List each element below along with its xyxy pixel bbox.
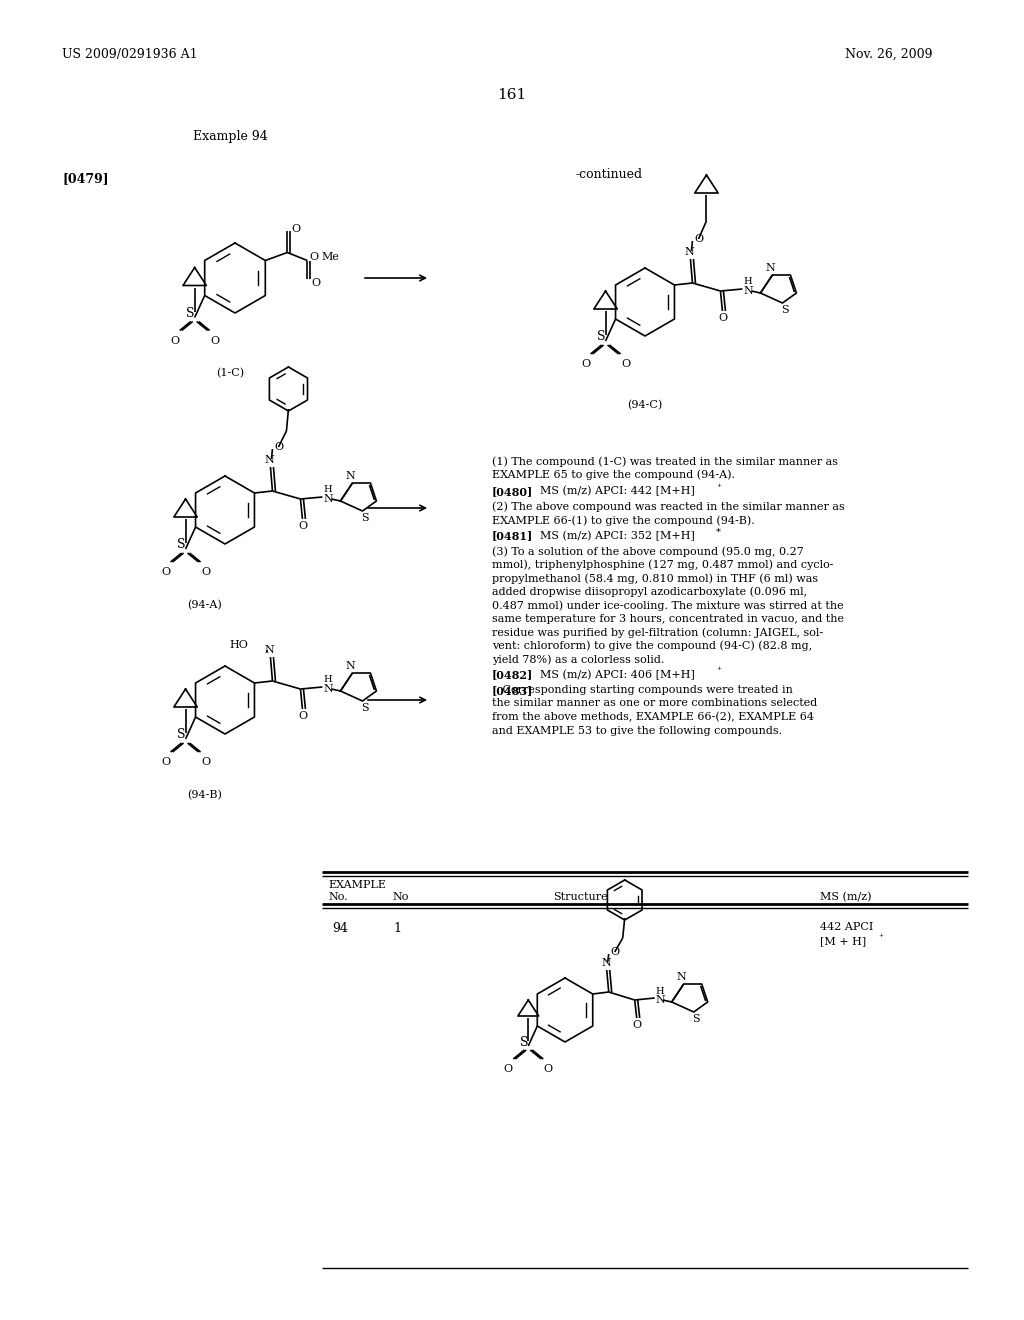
Text: O: O [201,756,210,767]
Text: S: S [360,704,369,713]
Text: 1: 1 [393,921,401,935]
Text: S: S [520,1035,528,1048]
Text: residue was purified by gel-filtration (column: JAIGEL, sol-: residue was purified by gel-filtration (… [492,627,823,638]
Text: *: * [716,528,721,536]
Text: (94-C): (94-C) [628,400,663,411]
Text: Example 94: Example 94 [193,129,267,143]
Text: No.: No. [328,892,347,902]
Text: H: H [743,276,752,285]
Text: (3) To a solution of the above compound (95.0 mg, 0.27: (3) To a solution of the above compound … [492,546,804,557]
Text: H: H [324,484,332,494]
Text: O: O [201,568,210,577]
Text: O: O [161,568,170,577]
Text: N: N [685,247,694,257]
Text: -continued: -continued [575,168,643,181]
Text: [0483]: [0483] [492,685,534,696]
Text: N: N [264,455,274,465]
Text: mmol), triphenylphosphine (127 mg, 0.487 mmol) and cyclo-: mmol), triphenylphosphine (127 mg, 0.487… [492,560,834,570]
Text: EXAMPLE 65 to give the compound (94-A).: EXAMPLE 65 to give the compound (94-A). [492,470,735,480]
Text: S: S [780,305,788,315]
Text: yield 78%) as a colorless solid.: yield 78%) as a colorless solid. [492,653,665,664]
Text: Structure: Structure [553,892,607,902]
Text: HO: HO [229,640,249,649]
Text: O: O [718,313,727,323]
Text: S: S [692,1014,699,1024]
Text: O: O [161,756,170,767]
Text: [0481]: [0481] [492,531,534,541]
Text: (1-C): (1-C) [216,368,244,379]
Text: H: H [324,675,332,684]
Text: (2) The above compound was reacted in the similar manner as: (2) The above compound was reacted in th… [492,502,845,512]
Text: O: O [694,234,703,244]
Text: 0.487 mmol) under ice-cooling. The mixture was stirred at the: 0.487 mmol) under ice-cooling. The mixtu… [492,601,844,611]
Text: [0479]: [0479] [62,172,109,185]
Text: the similar manner as one or more combinations selected: the similar manner as one or more combin… [492,698,817,709]
Text: (1) The compound (1-C) was treated in the similar manner as: (1) The compound (1-C) was treated in th… [492,455,838,466]
Text: O: O [298,521,307,531]
Text: MS (m/z): MS (m/z) [820,892,871,903]
Text: N: N [345,471,355,480]
Text: O: O [309,252,318,261]
Text: O: O [311,279,321,289]
Text: N: N [602,958,611,968]
Text: MS (m/z) APCI: 352 [M+H]: MS (m/z) APCI: 352 [M+H] [540,531,695,541]
Text: EXAMPLE: EXAMPLE [328,880,386,890]
Text: [M + H]: [M + H] [820,936,866,946]
Text: propylmethanol (58.4 mg, 0.810 mmol) in THF (6 ml) was: propylmethanol (58.4 mg, 0.810 mmol) in … [492,573,818,583]
Text: N: N [766,263,775,273]
Text: 442 APCI: 442 APCI [820,921,873,932]
Text: O: O [610,946,620,957]
Text: same temperature for 3 hours, concentrated in vacuo, and the: same temperature for 3 hours, concentrat… [492,614,844,623]
Text: O: O [170,335,179,346]
Text: No: No [392,892,409,902]
Text: O: O [581,359,590,370]
Text: 161: 161 [498,88,526,102]
Text: ⁺: ⁺ [878,933,884,942]
Text: vent: chloroform) to give the compound (94-C) (82.8 mg,: vent: chloroform) to give the compound (… [492,640,812,651]
Text: (94-B): (94-B) [187,789,222,800]
Text: O: O [621,359,630,370]
Text: O: O [544,1064,553,1074]
Text: 94: 94 [332,921,348,935]
Text: (94-A): (94-A) [187,601,222,610]
Text: N: N [324,684,333,694]
Text: N: N [324,494,333,504]
Text: ⁺: ⁺ [716,667,721,676]
Text: and EXAMPLE 53 to give the following compounds.: and EXAMPLE 53 to give the following com… [492,726,782,735]
Text: Corresponding starting compounds were treated in: Corresponding starting compounds were tr… [492,685,793,696]
Text: O: O [298,711,307,721]
Text: N: N [264,645,274,655]
Text: [0480]: [0480] [492,486,534,498]
Text: N: N [345,661,355,671]
Text: N: N [743,286,754,296]
Text: US 2009/0291936 A1: US 2009/0291936 A1 [62,48,198,61]
Text: O: O [274,442,284,451]
Text: added dropwise diisopropyl azodicarboxylate (0.096 ml,: added dropwise diisopropyl azodicarboxyl… [492,586,807,597]
Text: S: S [186,308,195,319]
Text: Me: Me [322,252,339,261]
Text: N: N [677,972,686,982]
Text: Nov. 26, 2009: Nov. 26, 2009 [845,48,933,61]
Text: O: O [210,335,219,346]
Text: ⁺: ⁺ [716,483,721,492]
Text: H: H [655,986,665,995]
Text: N: N [655,995,666,1005]
Text: S: S [177,539,185,552]
Text: S: S [597,330,606,343]
Text: O: O [632,1020,641,1030]
Text: from the above methods, EXAMPLE 66-(2), EXAMPLE 64: from the above methods, EXAMPLE 66-(2), … [492,711,814,722]
Text: [0482]: [0482] [492,669,534,681]
Text: O: O [291,223,300,234]
Text: S: S [177,729,185,742]
Text: MS (m/z) APCI: 406 [M+H]: MS (m/z) APCI: 406 [M+H] [540,669,695,680]
Text: S: S [360,513,369,523]
Text: O: O [504,1064,513,1074]
Text: MS (m/z) APCI: 442 [M+H]: MS (m/z) APCI: 442 [M+H] [540,486,695,496]
Text: EXAMPLE 66-(1) to give the compound (94-B).: EXAMPLE 66-(1) to give the compound (94-… [492,515,755,525]
